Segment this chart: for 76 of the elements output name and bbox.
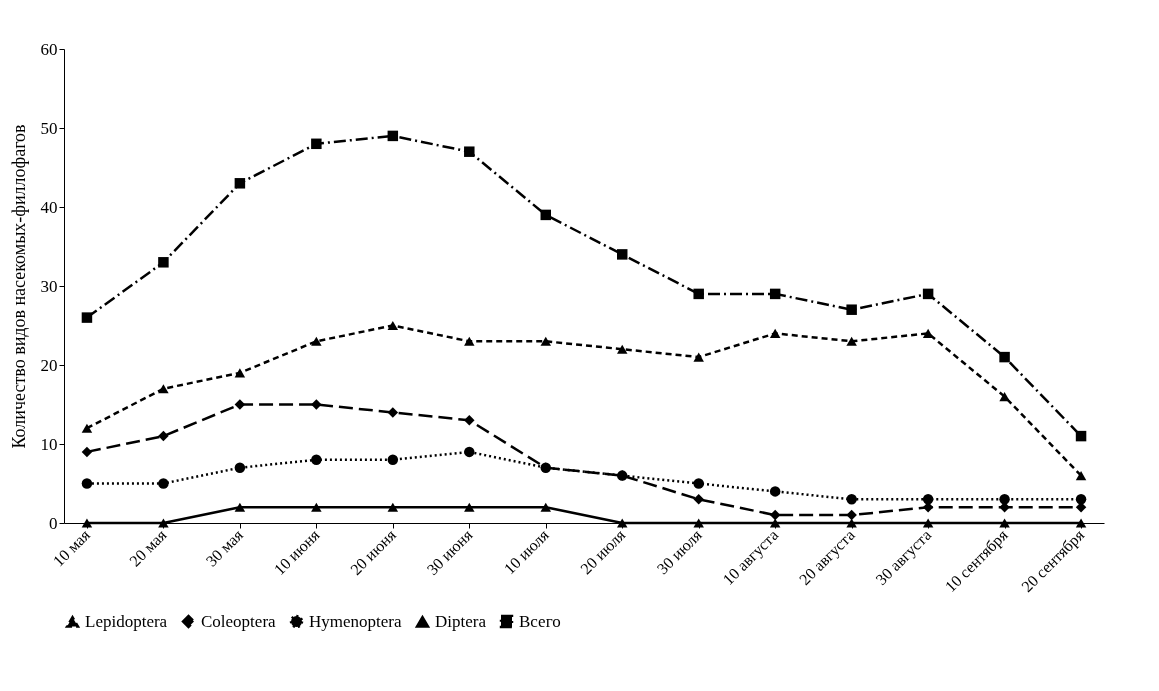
point: [846, 518, 857, 528]
point: [81, 423, 93, 433]
point: [999, 351, 1010, 363]
y-axis-title: Количество видов насекомых-филлофагов: [8, 124, 29, 449]
point: [158, 478, 169, 489]
point: [158, 518, 169, 528]
point: [464, 415, 475, 426]
point: [234, 502, 246, 512]
point: [387, 502, 399, 512]
point: [922, 518, 934, 528]
point: [769, 328, 781, 338]
point: [311, 502, 322, 512]
y-tick-label: 40: [40, 197, 58, 217]
point: [999, 494, 1010, 505]
point: [769, 288, 781, 300]
point: [158, 257, 169, 268]
point: [1075, 518, 1087, 528]
x-tick-label: 20 мая: [126, 525, 171, 570]
point: [387, 407, 399, 418]
point: [999, 392, 1010, 402]
point: [387, 454, 399, 466]
point: [311, 454, 322, 466]
point: [1075, 494, 1087, 505]
legend-label: Coleoptera: [201, 611, 277, 631]
point: [234, 399, 246, 410]
point: [311, 138, 322, 150]
point: [387, 130, 399, 142]
point: [234, 368, 246, 378]
point: [616, 249, 628, 260]
point: [234, 178, 246, 189]
point: [81, 446, 93, 458]
x-tick-label: 30 мая: [202, 525, 247, 570]
y-tick-label: 10: [40, 434, 58, 454]
point: [234, 462, 246, 473]
y-tick-label: 50: [40, 118, 58, 138]
point: [540, 209, 552, 221]
point: [81, 478, 93, 489]
y-tick-label: 20: [40, 355, 58, 375]
y-tick-label: 60: [40, 39, 58, 59]
point: [693, 352, 704, 362]
legend-label: Lepidoptera: [85, 611, 168, 631]
legend-label: Diptera: [435, 611, 487, 631]
point: [693, 494, 704, 505]
point: [846, 336, 857, 346]
point: [846, 494, 857, 505]
point: [1075, 430, 1087, 442]
point: [158, 430, 169, 442]
point: [769, 486, 781, 497]
point: [81, 312, 93, 323]
point: [464, 336, 475, 346]
point: [540, 336, 552, 346]
legend-label: Всего: [519, 611, 561, 631]
y-tick-label: 0: [49, 513, 58, 533]
point: [846, 304, 857, 315]
point: [769, 518, 781, 528]
point: [464, 446, 475, 458]
point: [540, 502, 552, 512]
point: [769, 509, 781, 521]
point: [693, 288, 704, 300]
point: [464, 146, 475, 157]
point: [1075, 471, 1087, 481]
point: [158, 384, 169, 394]
point: [999, 518, 1010, 528]
point: [693, 478, 704, 489]
point: [311, 399, 322, 410]
y-tick-label: 30: [40, 276, 58, 296]
point: [922, 494, 934, 505]
point: [387, 320, 399, 331]
point: [464, 502, 475, 512]
point: [616, 344, 628, 354]
point: [81, 518, 93, 528]
point: [311, 336, 322, 346]
point: [693, 518, 704, 528]
point: [922, 288, 934, 300]
point: [616, 518, 628, 528]
legend-label: Hymenoptera: [309, 611, 402, 631]
